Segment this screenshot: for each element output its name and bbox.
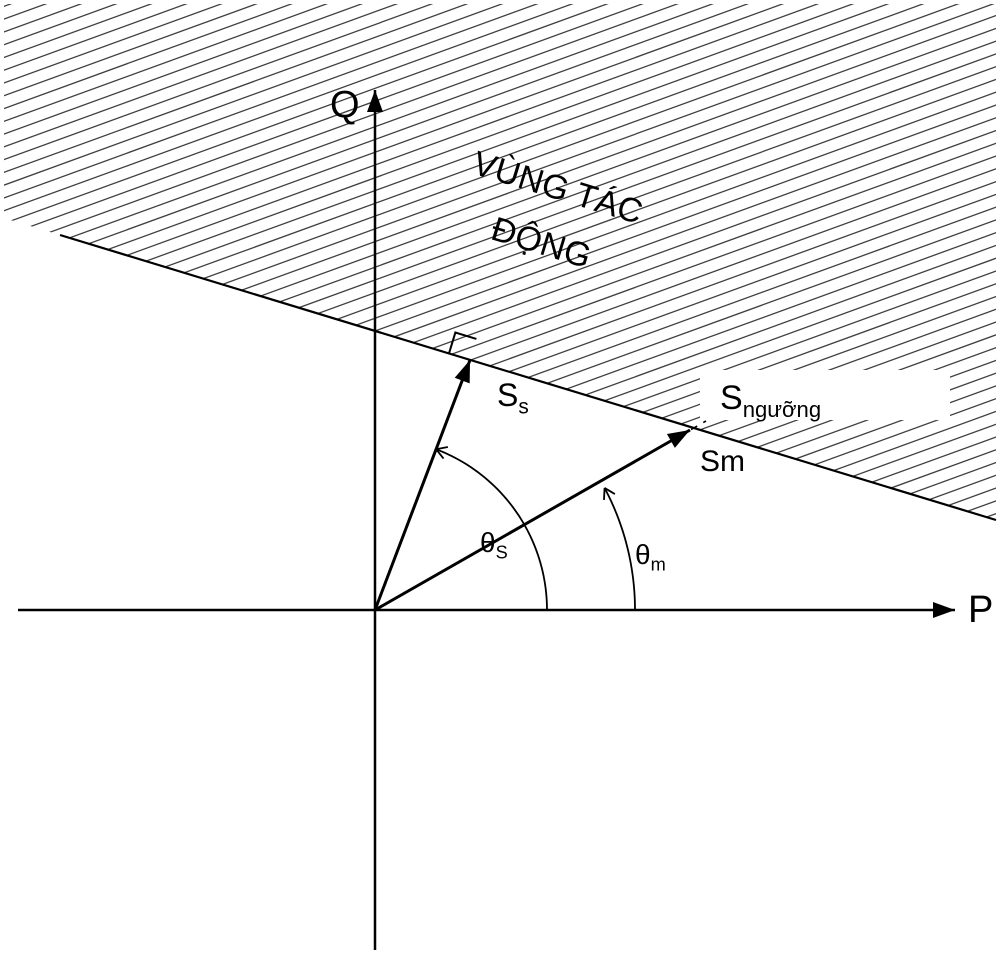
angle-label-theta-m: θm (635, 540, 666, 575)
threshold-label: Sngưỡng (720, 380, 821, 422)
vector-label-sm: Sm (700, 445, 745, 478)
diagram-container: QPVÙNG TÁCĐỘNGSsSngưỡngSmθSθm (0, 0, 1000, 959)
diagram-svg (0, 0, 1000, 959)
axis-label-q: Q (330, 85, 360, 127)
vector-label-ss: Ss (497, 378, 529, 419)
axis-label-p: P (968, 590, 993, 632)
angle-label-theta-s: θS (480, 528, 508, 563)
